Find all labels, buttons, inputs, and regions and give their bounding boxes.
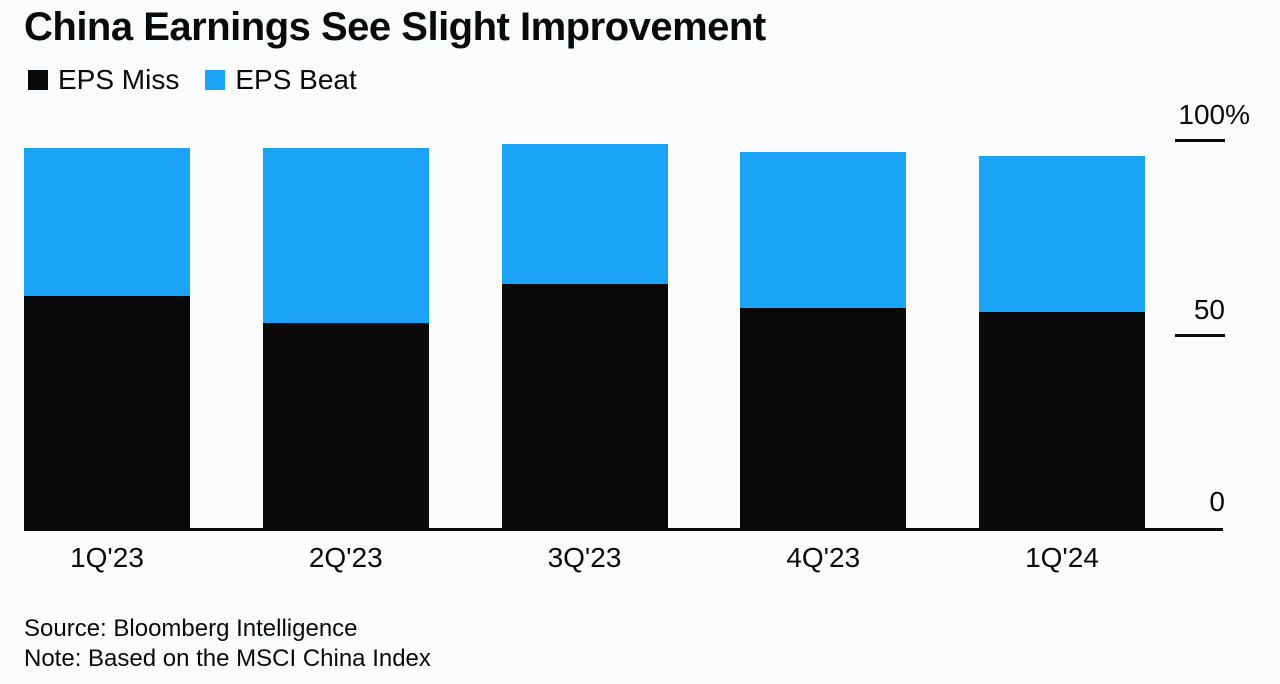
bar-segment-epsbeat (501, 143, 668, 285)
bar-segment-epsmiss (262, 323, 429, 530)
y-axis-tick-label: 100% (1178, 99, 1250, 130)
footnotes: Source: Bloomberg Intelligence Note: Bas… (24, 614, 431, 674)
bar-group-1q23 (24, 140, 190, 530)
x-axis-label-1q24: 1Q'24 (1025, 542, 1099, 573)
legend-label-miss: EPS Miss (58, 64, 180, 95)
x-axis-label-1q23: 1Q'23 (70, 542, 144, 573)
bar-group-4q23 (740, 140, 907, 530)
bar-segment-epsmiss (501, 284, 668, 530)
y-axis-tick-label: 0 (1209, 486, 1225, 517)
bar-group-2q23 (262, 140, 429, 530)
bar-segment-epsbeat (24, 147, 190, 296)
x-axis-label-4q23: 4Q'23 (786, 542, 861, 573)
legend-swatch-beat (205, 70, 226, 90)
bar-segment-epsmiss (740, 307, 907, 530)
x-axis-label-3q23: 3Q'23 (547, 542, 622, 573)
legend-label-beat: EPS Beat (235, 64, 357, 95)
legend-item-eps-beat: EPS Beat (205, 64, 357, 96)
y-axis-tick-line (1175, 334, 1225, 337)
index-note: Note: Based on the MSCI China Index (24, 645, 431, 672)
bar-segment-epsbeat (262, 147, 429, 324)
plot-area (24, 140, 1145, 530)
chart-legend: EPS Miss EPS Beat (28, 64, 357, 96)
chart-title: China Earnings See Slight Improvement (24, 5, 766, 49)
x-axis-line (24, 528, 1223, 531)
bar-segment-epsmiss (979, 311, 1145, 530)
bar-segment-epsmiss (24, 296, 190, 530)
bar-group-3q23 (501, 140, 668, 530)
y-axis-tick-label: 50 (1193, 294, 1225, 325)
bar-group-1q24 (979, 140, 1145, 530)
legend-swatch-miss (28, 70, 48, 90)
bar-segment-epsbeat (740, 151, 907, 308)
legend-item-eps-miss: EPS Miss (28, 64, 179, 96)
source-note: Source: Bloomberg Intelligence (24, 615, 358, 642)
x-axis-labels: 1Q'23 2Q'23 3Q'23 4Q'23 1Q'24 (24, 542, 1145, 574)
y-axis-tick-line (1175, 139, 1225, 142)
bar-segment-epsbeat (979, 155, 1145, 312)
x-axis-label-2q23: 2Q'23 (308, 542, 383, 573)
